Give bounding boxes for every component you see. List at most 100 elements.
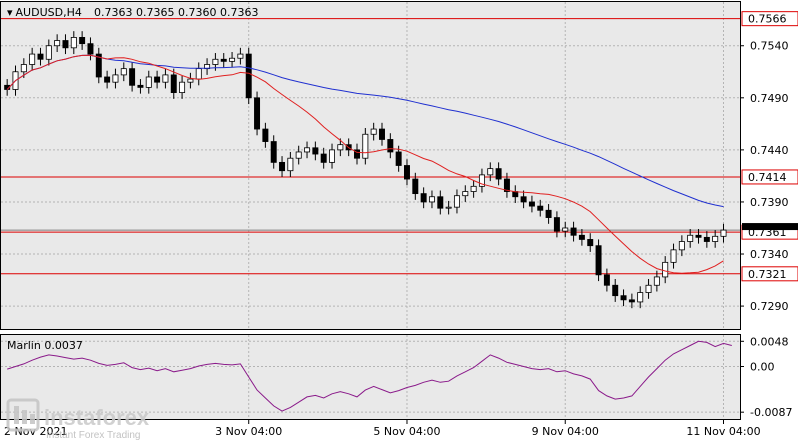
candle-bull (187, 78, 194, 83)
current-price-marker (742, 223, 798, 231)
candle-bear (520, 196, 527, 203)
candle-bear (578, 234, 585, 240)
candle-bull (678, 241, 685, 251)
candle-bear (420, 193, 427, 203)
marlin-axis: 0.0048 0.00 -0.0087 (740, 335, 792, 419)
candle-bear (312, 147, 319, 155)
candle-bear (603, 274, 610, 286)
watermark-tagline: Instant Forex Trading (46, 430, 141, 441)
candle-bear (620, 295, 627, 301)
candle-bull (562, 227, 569, 232)
candle-bull (45, 45, 52, 60)
candle-bear (220, 58, 227, 62)
candle-bear (245, 53, 252, 99)
candle-bear (595, 245, 602, 276)
candle-bull (645, 284, 652, 293)
candle-bull (54, 40, 61, 47)
candle-bull (470, 185, 477, 192)
instaforex-logo-icon (6, 398, 40, 432)
candle-bull (287, 157, 294, 172)
candle-bear (503, 178, 510, 192)
candle-bull (712, 235, 719, 242)
candle-bear (570, 227, 577, 236)
candle-bear (354, 149, 360, 159)
x-tick-label: 3 Nov 04:00 (215, 425, 282, 438)
candle-bear (404, 165, 410, 180)
watermark-brand: instaforex (44, 405, 150, 430)
level-tag-label: 0.7566 (748, 13, 787, 26)
candle-bull (120, 68, 127, 76)
symbol-mark-icon: ▾ (7, 6, 13, 19)
time-axis: 3 Nov 04:00 5 Nov 04:00 9 Nov 04:00 11 Nov … (4, 420, 761, 438)
candle-bear (703, 236, 710, 242)
candle-bear (387, 139, 394, 153)
candle-bull (662, 261, 669, 278)
marlin-tick-label: 0.00 (750, 361, 775, 374)
candle-bear (545, 209, 552, 218)
candle-bull (162, 74, 169, 83)
candle-bear (437, 196, 444, 209)
candle-bear (254, 97, 261, 130)
candle-bear (495, 168, 502, 180)
candle-bear (279, 161, 286, 172)
candle-bear (395, 151, 402, 166)
x-tick-label: 5 Nov 04:00 (373, 425, 440, 438)
candle-bull (445, 206, 452, 209)
marlin-line (7, 340, 732, 412)
candle-bull (670, 249, 677, 263)
candle-bear (154, 76, 161, 83)
candle-bear (528, 201, 535, 207)
candle-bull (487, 168, 494, 176)
candle-bull (179, 81, 186, 94)
main-plot-bg (0, 1, 741, 330)
candle-bear (695, 234, 702, 238)
candle-bear (79, 37, 86, 45)
y-tick-label: 0.7340 (750, 248, 789, 261)
candle-bull (229, 57, 236, 62)
candle-bear (37, 53, 44, 60)
candle-bull (304, 147, 311, 153)
candle-bear (553, 217, 560, 232)
candle-bull (453, 195, 460, 208)
price-axis: 0.7540 0.7490 0.7440 0.7390 0.7340 0.7290 0.75… (740, 11, 798, 313)
candle-bear (104, 76, 111, 83)
level-tag (741, 266, 798, 282)
candle-bull (687, 234, 694, 242)
candle-bear (320, 153, 327, 163)
x-tick-label: 11 Nov 04:00 (686, 425, 760, 438)
candle-bull (337, 144, 344, 151)
marlin-plot-bg (0, 334, 741, 420)
ma-fast-line (6, 54, 724, 274)
candle-bull (20, 64, 27, 73)
marlin-label: Marlin 0.0037 (7, 339, 83, 352)
x-first-label: 2 Nov 2021 (4, 425, 67, 438)
main-plot-frame (0, 1, 741, 330)
candle-bull (70, 37, 77, 49)
candle-bear (170, 74, 177, 94)
candle-bear (270, 141, 277, 163)
level-tag (741, 11, 798, 27)
symbol-label: AUDUSD,H4 (16, 6, 82, 19)
candle-bull (145, 76, 152, 88)
level-lines (1, 18, 740, 275)
main-grid (1, 2, 740, 329)
candle-bear (87, 43, 94, 55)
candle-bear (95, 53, 102, 78)
chart-symbol: ▾ AUDUSD,H4 (7, 6, 82, 19)
candle-bear (129, 68, 136, 86)
candle-bull (370, 128, 377, 135)
candle-bull (362, 133, 369, 159)
y-tick-label: 0.7440 (750, 144, 789, 157)
candle-bear (262, 128, 269, 142)
ma-slow-line (6, 54, 724, 208)
candle-bull (295, 151, 302, 159)
candle-bear (537, 205, 544, 211)
candle-bull (720, 229, 727, 237)
candle-bear (587, 239, 594, 247)
y-tick-label: 0.7390 (750, 196, 789, 209)
candle-bull (112, 74, 119, 83)
candle-bear (379, 128, 385, 140)
x-tick-label: 9 Nov 04:00 (532, 425, 599, 438)
marlin-tick-label: -0.0087 (750, 406, 792, 419)
